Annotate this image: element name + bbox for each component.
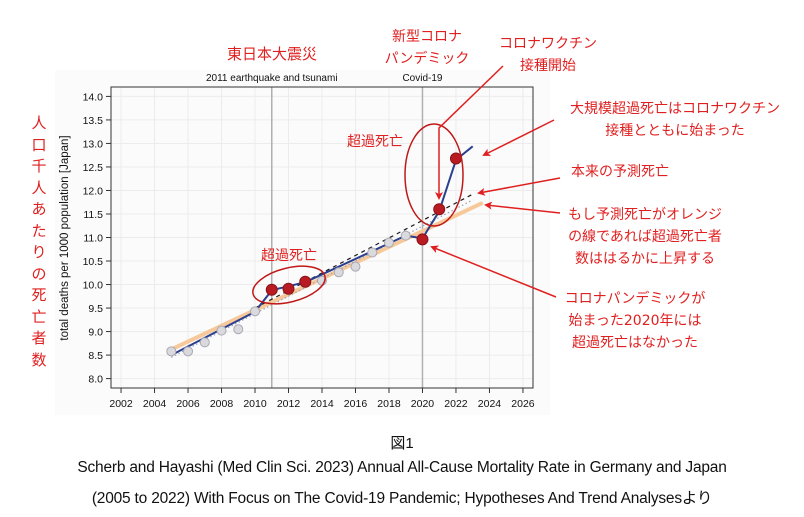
data-point: [183, 346, 194, 357]
caption-line-1: Scherb and Hayashi (Med Clin Sci. 2023) …: [77, 459, 727, 476]
x-tick-label: 2018: [377, 398, 401, 410]
caption-line-2: (2005 to 2022) With Focus on The Covid-1…: [91, 490, 713, 507]
x-tick-label: 2002: [109, 398, 133, 410]
orange-line-annotation: もし予測死亡がオレンジ の線であれば超過死亡者 数ははるかに上昇する: [568, 207, 722, 267]
excess-ellipse-2011: [252, 265, 326, 305]
x-tick-label: 2004: [143, 398, 167, 410]
vaccine-start-annotation: コロナワクチン 接種開始: [499, 36, 597, 74]
excess-data-point: [416, 233, 429, 246]
y-tick-label: 12.0: [83, 185, 104, 197]
x-tick-label: 2012: [277, 398, 301, 410]
data-point: [216, 325, 227, 336]
y-tick-label: 9.0: [88, 327, 103, 339]
large-excess-annotation: 大規模超過死亡はコロナワクチン 接種とともに始まった: [570, 101, 780, 139]
y-axis-label: total deaths per 1000 population [Japan]: [59, 135, 71, 340]
expected-arrow: [477, 177, 561, 196]
data-point: [350, 261, 361, 272]
earthquake-annotation: 東日本大震災: [226, 45, 317, 63]
event-label: Covid-19: [402, 73, 442, 84]
chart-background: [55, 70, 550, 415]
data-points: [166, 152, 462, 357]
data-point: [400, 230, 411, 241]
figure-label: 図1: [390, 435, 414, 452]
excess-data-point: [449, 152, 462, 165]
x-tick-label: 2022: [444, 398, 468, 410]
excess-2021-annotation: 超過死亡: [347, 134, 403, 150]
x-tick-label: 2008: [210, 398, 234, 410]
excess-2011-annotation: 超過死亡: [261, 248, 317, 264]
axes: 8.0 8.5 9.0 9.5 10.0 10.5 11.0 11.5 12.0 12.5 13.0…: [83, 91, 535, 410]
y-tick-label: 12.5: [83, 162, 104, 174]
excess-data-point: [299, 275, 312, 288]
data-point: [199, 337, 210, 348]
y-tick-label: 10.0: [83, 280, 104, 292]
event-label: 2011 earthquake and tsunami: [206, 73, 338, 84]
x-tick-label: 2026: [511, 398, 535, 410]
data-point: [233, 324, 244, 335]
excess-data-point: [282, 282, 295, 295]
orange-line-arrow: [484, 201, 561, 214]
y-tick-label: 14.0: [83, 91, 104, 103]
expected-annotation: 本来の予測死亡: [571, 164, 669, 180]
data-point: [367, 247, 378, 258]
excess-ellipse-2021: [404, 123, 464, 227]
large-excess-arrow: [482, 119, 555, 156]
vaccine-arrow: [435, 65, 504, 200]
data-point: [166, 346, 177, 357]
y-tick-label: 9.5: [88, 303, 103, 315]
y-tick-label: 10.5: [83, 256, 104, 268]
y-tick-label: 13.0: [83, 138, 104, 150]
data-point: [250, 306, 261, 317]
excess-data-point: [433, 203, 446, 216]
data-point: [383, 237, 394, 248]
x-tick-label: 2020: [411, 398, 435, 410]
no-excess-2020-annotation: コロナパンデミックが 始まった2020年には 超過死亡はなかった: [564, 291, 706, 351]
mortality-chart: 2011 earthquake and tsunami Covid-19 8.08…: [55, 65, 561, 415]
covid-annotation: 新型コロナ パンデミック: [384, 29, 470, 67]
excess-data-point: [265, 283, 278, 296]
y-tick-label: 13.5: [83, 115, 104, 127]
y-tick-label: 8.5: [88, 350, 103, 362]
y-tick-label: 11.5: [83, 209, 103, 221]
x-tick-label: 2016: [344, 398, 368, 410]
x-tick-label: 2010: [243, 398, 267, 410]
x-tick-label: 2014: [310, 398, 334, 410]
y-tick-label: 8.0: [88, 374, 103, 386]
data-point: [333, 267, 344, 278]
y-tick-label: 11.0: [83, 233, 103, 245]
x-tick-label: 2006: [176, 398, 200, 410]
x-tick-label: 2024: [478, 398, 502, 410]
annotation-shapes: [252, 65, 561, 305]
no-excess-2020-arrow: [430, 245, 557, 298]
vertical-axis-note: 人口千人あたりの死亡者数: [31, 114, 47, 369]
